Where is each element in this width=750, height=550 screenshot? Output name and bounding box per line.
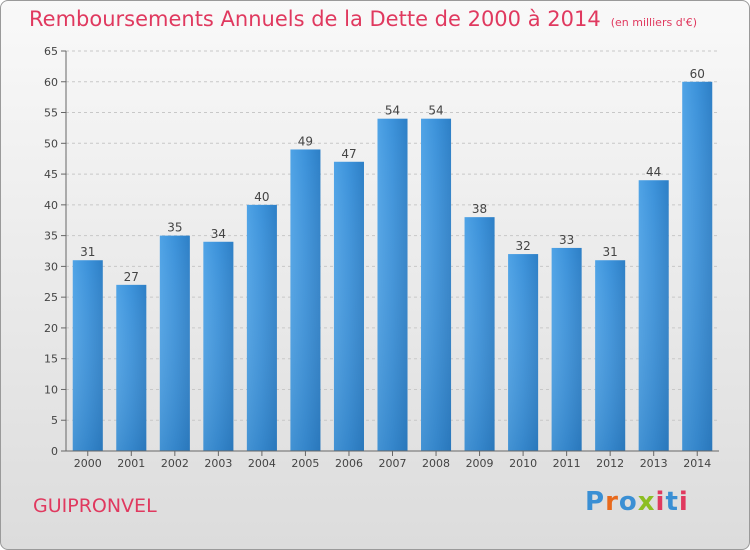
x-tick-label: 2007 [379, 457, 407, 470]
y-tick-label: 30 [44, 260, 58, 273]
y-tick-label: 25 [44, 291, 58, 304]
value-label: 27 [124, 270, 139, 284]
x-tick-label: 2012 [596, 457, 624, 470]
value-label: 49 [298, 134, 313, 148]
value-label: 34 [211, 227, 226, 241]
y-tick-label: 0 [51, 445, 58, 458]
x-tick-label: 2002 [161, 457, 189, 470]
bar-2003[interactable] [203, 241, 234, 451]
chart-subtitle: (en milliers d'€) [610, 16, 697, 29]
logo-letter: x [637, 487, 656, 517]
x-tick-label: 2010 [509, 457, 537, 470]
axis-layer: 0 5 10 15 20 25 30 35 40 45 50 55 60 65 2000 2001 2002 20… [44, 45, 719, 470]
bar-2009[interactable] [464, 217, 495, 451]
y-tick-label: 40 [44, 199, 58, 212]
value-label: 54 [385, 104, 400, 118]
y-tick-label: 5 [51, 414, 58, 427]
value-label: 47 [341, 147, 356, 161]
chart-title-text: Remboursements Annuels de la Dette de 20… [29, 7, 601, 31]
logo-letter: P [585, 487, 606, 517]
x-tick-label: 2009 [466, 457, 494, 470]
bar-2002[interactable] [159, 235, 190, 451]
bar-2006[interactable] [333, 161, 364, 451]
x-tick-label: 2001 [117, 457, 145, 470]
x-tick-label: 2000 [74, 457, 102, 470]
value-label: 60 [690, 67, 705, 81]
x-tick-label: 2006 [335, 457, 363, 470]
city-name: GUIPRONVEL [33, 495, 157, 517]
x-tick-label: 2014 [683, 457, 711, 470]
value-label: 33 [559, 233, 574, 247]
x-tick-label: 2003 [204, 457, 232, 470]
logo-letter: r [605, 487, 619, 517]
y-tick-label: 50 [44, 137, 58, 150]
value-label: 38 [472, 202, 487, 216]
y-tick-label: 35 [44, 230, 58, 243]
logo-letter: i [678, 487, 689, 517]
logo-letter: i [655, 487, 666, 517]
proxiti-logo[interactable]: Proxiti [585, 487, 689, 517]
bar-2014[interactable] [682, 81, 713, 452]
bar-2004[interactable] [246, 204, 277, 451]
y-tick-label: 10 [44, 383, 58, 396]
y-tick-label: 20 [44, 322, 58, 335]
chart-title: Remboursements Annuels de la Dette de 20… [29, 7, 697, 31]
x-tick-label: 2013 [640, 457, 668, 470]
y-tick-label: 45 [44, 168, 58, 181]
bars-layer [72, 81, 713, 452]
bar-2013[interactable] [638, 180, 669, 451]
logo-letter: o [618, 487, 638, 517]
y-tick-label: 15 [44, 353, 58, 366]
x-tick-label: 2011 [553, 457, 581, 470]
bar-2012[interactable] [595, 260, 626, 451]
bar-2005[interactable] [290, 149, 321, 451]
bar-2010[interactable] [508, 254, 539, 451]
value-label: 54 [428, 104, 443, 118]
bar-2000[interactable] [72, 260, 103, 451]
x-tick-label: 2004 [248, 457, 276, 470]
x-tick-label: 2008 [422, 457, 450, 470]
y-tick-label: 65 [44, 45, 58, 58]
x-tick-label: 2005 [291, 457, 319, 470]
value-label: 31 [80, 245, 95, 259]
labels-layer: 31 27 35 34 40 49 47 54 54 38 32 33 31 44 60 [80, 67, 705, 284]
logo-letter: t [665, 487, 679, 517]
bar-2008[interactable] [421, 118, 452, 451]
bar-2007[interactable] [377, 118, 408, 451]
value-label: 31 [603, 245, 618, 259]
y-tick-label: 55 [44, 107, 58, 120]
y-tick-label: 60 [44, 76, 58, 89]
bar-2001[interactable] [116, 284, 147, 451]
value-label: 40 [254, 190, 269, 204]
bar-2011[interactable] [551, 247, 582, 451]
value-label: 32 [515, 239, 530, 253]
value-label: 44 [646, 165, 661, 179]
value-label: 35 [167, 221, 182, 235]
